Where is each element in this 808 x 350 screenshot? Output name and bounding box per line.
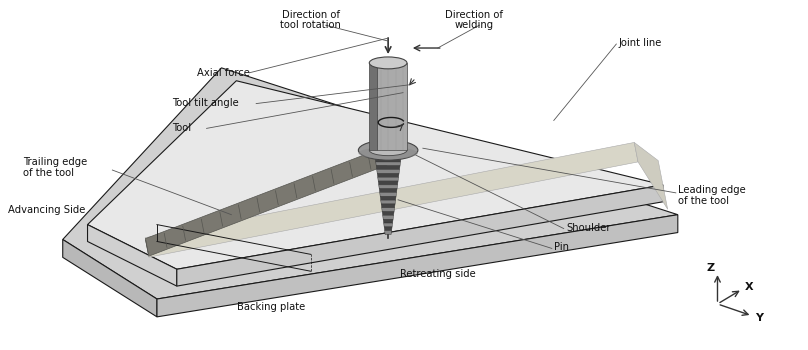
Polygon shape <box>381 196 396 200</box>
Polygon shape <box>377 166 400 170</box>
Polygon shape <box>376 162 401 166</box>
Polygon shape <box>145 142 638 257</box>
Polygon shape <box>385 231 392 234</box>
Polygon shape <box>157 215 678 317</box>
Polygon shape <box>380 193 397 196</box>
Polygon shape <box>87 81 663 269</box>
Polygon shape <box>383 219 393 223</box>
Polygon shape <box>381 208 394 212</box>
Text: tool rotation: tool rotation <box>280 20 341 30</box>
Text: Tool tilt angle: Tool tilt angle <box>172 98 238 107</box>
Polygon shape <box>379 185 398 189</box>
Text: Advancing Side: Advancing Side <box>8 205 86 215</box>
Text: Y: Y <box>755 313 764 323</box>
Polygon shape <box>377 177 398 181</box>
Text: of the tool: of the tool <box>23 168 74 178</box>
Polygon shape <box>378 181 398 185</box>
Polygon shape <box>377 170 399 173</box>
Ellipse shape <box>359 147 418 159</box>
Text: Leading edge: Leading edge <box>678 185 746 195</box>
Polygon shape <box>383 216 393 219</box>
Text: Axial force: Axial force <box>196 68 250 78</box>
Ellipse shape <box>369 57 407 69</box>
Polygon shape <box>377 173 399 177</box>
Polygon shape <box>634 142 667 209</box>
Text: Retreating side: Retreating side <box>400 269 476 279</box>
Polygon shape <box>375 158 401 162</box>
Text: Trailing edge: Trailing edge <box>23 157 87 167</box>
Text: X: X <box>745 282 754 292</box>
Polygon shape <box>381 200 396 204</box>
Polygon shape <box>381 204 395 208</box>
Text: of the tool: of the tool <box>678 196 729 206</box>
Polygon shape <box>87 225 177 286</box>
Polygon shape <box>369 63 377 150</box>
Polygon shape <box>63 239 157 317</box>
Ellipse shape <box>359 140 418 160</box>
Text: Backing plate: Backing plate <box>237 302 305 312</box>
Polygon shape <box>145 146 389 256</box>
Polygon shape <box>384 223 393 227</box>
Text: welding: welding <box>455 20 494 30</box>
Text: Shoulder: Shoulder <box>566 223 611 233</box>
Polygon shape <box>384 227 392 231</box>
Ellipse shape <box>369 145 407 156</box>
Text: Z: Z <box>706 263 714 273</box>
Polygon shape <box>379 189 397 192</box>
Text: Pin: Pin <box>553 243 569 252</box>
Polygon shape <box>377 63 407 150</box>
Polygon shape <box>63 68 678 299</box>
Polygon shape <box>382 212 394 216</box>
Text: Tool: Tool <box>172 123 191 133</box>
Text: Joint line: Joint line <box>618 38 662 48</box>
Text: Direction of: Direction of <box>445 10 503 20</box>
Polygon shape <box>177 185 663 286</box>
Text: Direction of: Direction of <box>282 10 339 20</box>
